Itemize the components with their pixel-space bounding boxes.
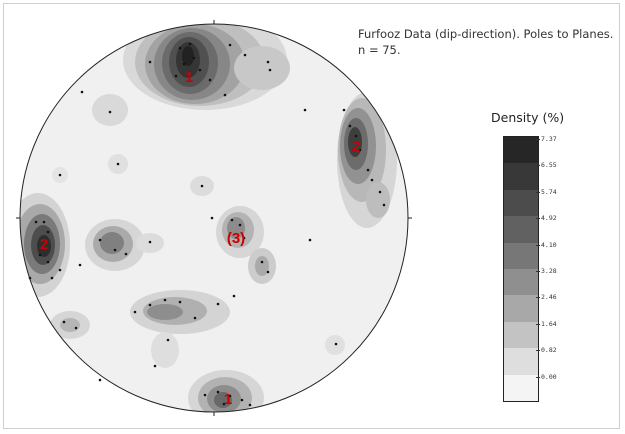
colorbar-tick-mark — [536, 165, 540, 167]
cardinal-ticks — [16, 20, 412, 416]
colorbar-tick-mark — [536, 376, 540, 378]
colorbar-tick-label: 7.37 — [541, 135, 557, 143]
colorbar-tick-label: 1.64 — [541, 319, 557, 328]
density-contours — [20, 24, 397, 412]
colorbar-tick-label: 6.55 — [541, 161, 557, 170]
colorbar-band — [504, 216, 538, 244]
colorbar-band — [504, 374, 538, 402]
colorbar-tick-label: 0.82 — [541, 346, 557, 355]
colorbar-band — [504, 321, 538, 349]
cluster-label-left: 2 — [40, 236, 48, 253]
legend-title: Density (%) — [491, 110, 565, 125]
colorbar-tick-label: 5.74 — [541, 187, 557, 196]
colorbar-tick-label: 2.46 — [541, 293, 557, 302]
colorbar-tick-mark — [536, 270, 540, 272]
cluster-label-top: 1 — [185, 69, 193, 86]
cluster-label-center: (3) — [227, 230, 245, 247]
colorbar-tick-mark — [536, 297, 540, 299]
colorbar-band — [504, 163, 538, 191]
colorbar-tick-mark — [536, 323, 540, 325]
cluster-label-bottom: 1 — [224, 391, 232, 408]
colorbar-tick-mark — [536, 139, 540, 140]
colorbar-tick-mark — [536, 244, 540, 246]
colorbar-band — [504, 295, 538, 323]
density-colorbar — [503, 136, 539, 402]
colorbar-band — [504, 269, 538, 296]
colorbar-tick-mark — [536, 350, 540, 352]
annotation-line-2: n = 75. — [358, 43, 401, 57]
cluster-labels: 1 2 2 (3) 1 — [40, 69, 360, 408]
colorbar-band — [504, 348, 538, 376]
annotation-line-1: Furfooz Data (dip-direction). Poles to P… — [358, 27, 614, 41]
pole-points — [28, 42, 386, 407]
colorbar-tick-label: 0.00 — [541, 372, 557, 381]
colorbar-tick-label: 4.92 — [541, 214, 557, 223]
colorbar-tick-mark — [536, 191, 540, 193]
cluster-label-right: 2 — [352, 138, 360, 155]
colorbar-band — [504, 137, 538, 164]
colorbar-band — [504, 242, 538, 270]
colorbar-tick-label: 3.28 — [541, 266, 557, 275]
colorbar-band — [504, 189, 538, 217]
colorbar-tick-label: 4.10 — [541, 240, 557, 249]
colorbar-tick-mark — [536, 218, 540, 220]
